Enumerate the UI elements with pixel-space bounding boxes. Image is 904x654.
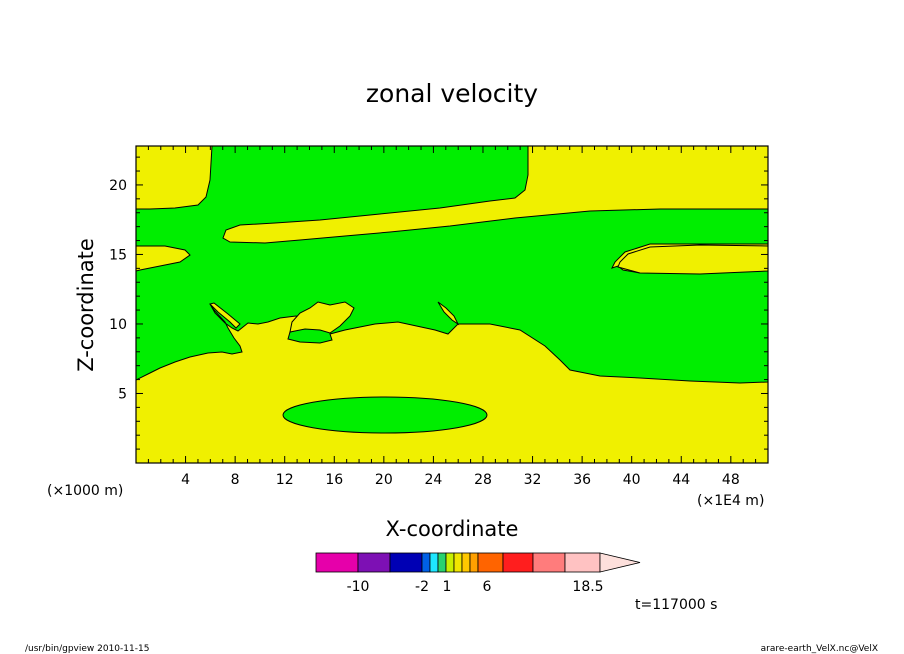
y-scale-note: (×1000 m) xyxy=(47,483,123,499)
colorbar-segment xyxy=(315,552,359,573)
contour-island-right xyxy=(617,244,768,275)
contour-lower-cell xyxy=(282,396,488,434)
y-tick-label: 20 xyxy=(109,178,127,194)
colorbar-label: -2 xyxy=(415,579,429,595)
contour-hole-1 xyxy=(209,302,241,329)
colorbar-extension xyxy=(599,552,641,573)
colorbar-segment xyxy=(429,552,439,573)
y-axis-label: Z-coordinate xyxy=(74,238,98,372)
x-tick-label: 4 xyxy=(181,472,190,488)
colorbar-segment xyxy=(477,552,504,573)
plot-frame xyxy=(135,145,769,464)
chart-title: zonal velocity xyxy=(366,79,538,108)
time-label: t=117000 s xyxy=(635,597,717,613)
x-tick-label: 24 xyxy=(424,472,442,488)
contour-hole-2 xyxy=(289,301,355,334)
y-tick-label: 5 xyxy=(118,386,127,402)
x-tick-label: 16 xyxy=(325,472,343,488)
colorbar-segment xyxy=(564,552,601,573)
x-tick-label: 40 xyxy=(623,472,641,488)
colorbar-segment xyxy=(453,552,463,573)
y-tick-label: 15 xyxy=(109,247,127,263)
x-tick-label: 44 xyxy=(672,472,690,488)
colorbar: -10 -2 1 6 18.5 xyxy=(315,552,641,595)
x-tick-label: 8 xyxy=(231,472,240,488)
x-tick-label: 20 xyxy=(375,472,393,488)
x-tick-label: 48 xyxy=(722,472,740,488)
colorbar-label: 18.5 xyxy=(572,579,603,595)
colorbar-segment xyxy=(532,552,566,573)
x-tick-label: 28 xyxy=(474,472,492,488)
colorbar-segment xyxy=(469,552,479,573)
colorbar-label: 1 xyxy=(443,579,452,595)
contour-hole-3 xyxy=(437,301,460,326)
colorbar-segment xyxy=(502,552,534,573)
footer-right: arare-earth_VelX.nc@VelX xyxy=(761,644,878,654)
colorbar-label: -10 xyxy=(347,579,370,595)
x-tick-label: 32 xyxy=(524,472,542,488)
x-scale-note: (×1E4 m) xyxy=(697,493,764,509)
colorbar-segment xyxy=(421,552,431,573)
colorbar-segment xyxy=(445,552,455,573)
contour-island-left xyxy=(136,245,191,272)
colorbar-label: 6 xyxy=(483,579,492,595)
x-tick-label: 12 xyxy=(276,472,294,488)
colorbar-segment xyxy=(461,552,471,573)
x-tick-label: 36 xyxy=(573,472,591,488)
colorbar-segment xyxy=(357,552,391,573)
x-axis-label: X-coordinate xyxy=(386,517,519,541)
y-tick-label: 10 xyxy=(109,317,127,333)
footer-left: /usr/bin/gpview 2010-11-15 xyxy=(25,644,149,654)
colorbar-segment xyxy=(389,552,423,573)
colorbar-segment xyxy=(437,552,447,573)
